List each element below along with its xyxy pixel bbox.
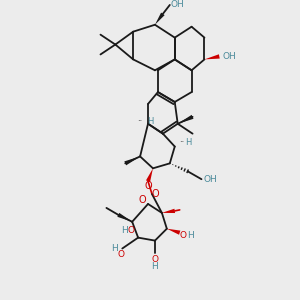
- Text: O: O: [138, 195, 146, 205]
- Text: O: O: [118, 250, 125, 259]
- Text: O: O: [144, 181, 152, 191]
- Text: O: O: [152, 255, 158, 264]
- Polygon shape: [117, 213, 132, 222]
- Text: H: H: [121, 226, 128, 235]
- Text: OH: OH: [171, 0, 184, 9]
- Text: H: H: [185, 138, 192, 147]
- Text: O: O: [151, 189, 159, 199]
- Text: ··: ··: [137, 117, 143, 126]
- Text: OH: OH: [222, 52, 236, 61]
- Polygon shape: [162, 209, 175, 213]
- Text: H: H: [187, 231, 194, 240]
- Polygon shape: [146, 168, 153, 182]
- Text: ··: ··: [179, 138, 184, 147]
- Text: H: H: [111, 244, 118, 253]
- Polygon shape: [178, 115, 194, 124]
- Polygon shape: [155, 13, 165, 25]
- Text: H: H: [152, 262, 158, 271]
- Text: O: O: [128, 226, 135, 235]
- Polygon shape: [167, 229, 180, 235]
- Text: O: O: [179, 231, 186, 240]
- Text: H: H: [147, 117, 153, 126]
- Polygon shape: [205, 54, 220, 59]
- Text: OH: OH: [203, 175, 217, 184]
- Polygon shape: [124, 156, 140, 165]
